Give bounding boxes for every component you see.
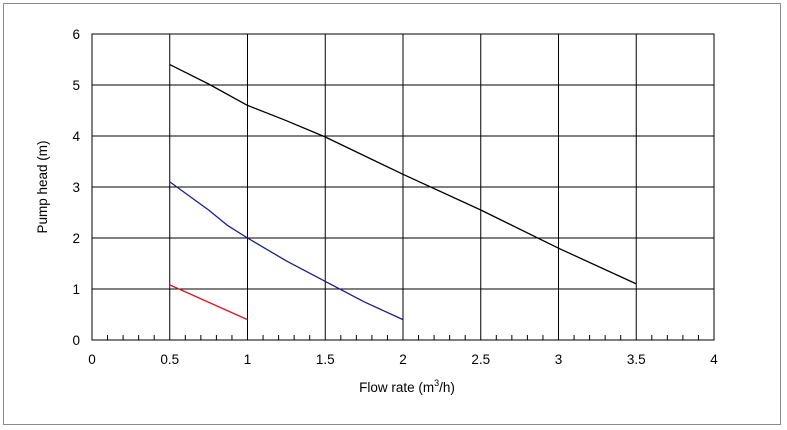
y-tick-label: 6 [72,27,80,42]
y-tick-label: 0 [72,333,80,348]
x-tick-label: 3 [555,352,563,367]
minor-ticks [107,335,699,340]
series-line-2 [169,181,404,321]
x-axis-title-superscript: 3 [434,378,439,388]
y-tick-label: 4 [72,129,80,144]
y-tick-label: 3 [72,180,80,195]
y-axis-title: Pump head (m) [35,140,50,233]
y-axis-tick-labels: 0 1 2 3 4 5 6 [72,27,80,348]
x-tick-label: 1 [244,352,252,367]
x-axis-title: Flow rate (m3/h) [359,378,455,395]
series-line-3 [169,284,248,321]
x-tick-label: 1.5 [316,352,335,367]
series-line-1 [169,64,637,285]
gridlines [92,34,714,340]
plot-area [91,33,715,341]
y-tick-label: 2 [72,231,80,246]
x-axis-title-text: Flow rate (m [359,380,434,395]
x-tick-label: 4 [710,352,718,367]
y-tick-label: 5 [72,78,80,93]
data-series [169,64,637,321]
x-tick-label: 0.5 [160,352,179,367]
x-tick-label: 0 [88,352,96,367]
x-axis-title-suffix: /h) [439,380,455,395]
y-tick-label: 1 [72,282,80,297]
x-axis-tick-labels: 0 0.5 1 1.5 2 2.5 3 3.5 4 [88,352,718,367]
x-tick-label: 2 [399,352,407,367]
x-tick-label: 3.5 [627,352,646,367]
x-tick-label: 2.5 [471,352,490,367]
